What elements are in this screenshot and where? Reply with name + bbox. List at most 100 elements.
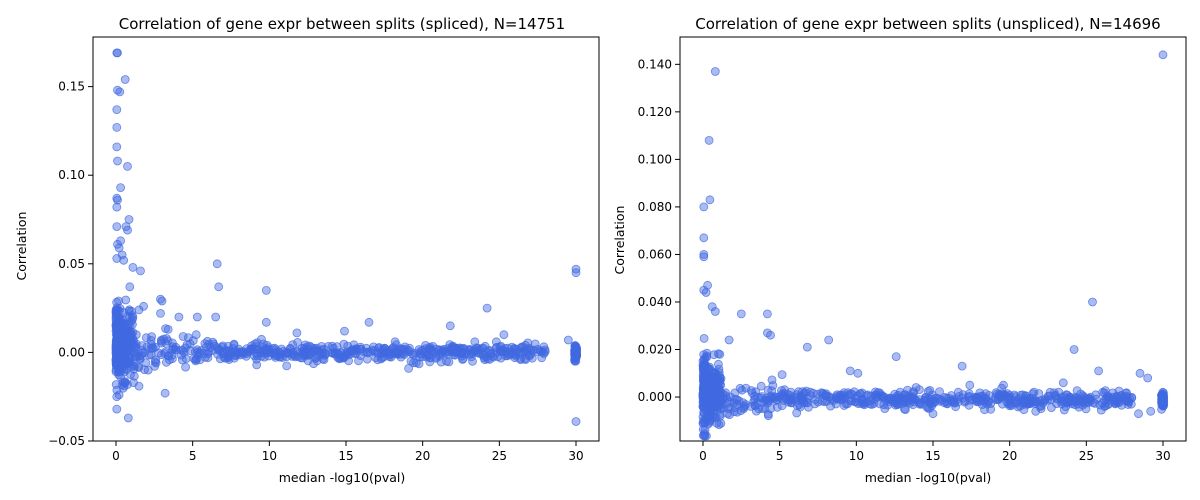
x-tick-label: 20 [1002,449,1017,463]
data-point [122,358,132,368]
data-point [282,361,292,371]
data-point [167,354,177,364]
data-point [1038,398,1048,408]
data-point [261,346,270,356]
data-point [188,336,198,346]
data-point [1158,397,1168,407]
data-point [127,329,136,339]
data-point [722,393,731,403]
left-chart-frame [92,36,600,442]
data-point [116,236,125,246]
data-point [185,339,195,349]
data-point [404,345,413,355]
x-tick-label: 25 [1079,449,1094,463]
data-point [713,402,723,412]
data-point [247,341,257,351]
data-point [747,388,757,398]
data-point [491,337,501,347]
data-point [303,356,313,366]
data-point [802,342,812,352]
data-point [470,337,480,347]
data-point [415,348,425,358]
data-point [719,403,728,413]
left-chart-xticks: 0 5 10 15 20 25 30 [112,441,584,463]
data-point [261,317,271,327]
data-point [242,349,251,359]
data-point [141,333,151,343]
x-tick-label: 30 [1155,449,1170,463]
data-point [120,320,130,330]
data-point [986,404,996,414]
data-point [174,312,184,322]
data-point [115,338,125,348]
data-point [212,259,222,269]
x-tick-label: 5 [776,449,784,463]
data-point [713,377,723,387]
y-tick-label: 0.00 [58,345,85,359]
data-point [710,307,720,316]
left-chart-yticks: −0.05 0.00 0.05 0.10 0.15 [48,80,93,448]
data-point [1146,406,1156,416]
data-point [499,330,509,340]
data-point [715,392,725,402]
data-point [257,334,266,344]
data-point [836,390,846,400]
data-point [853,399,863,409]
data-point [307,347,316,357]
data-point [436,348,446,358]
data-point [711,368,720,377]
data-point [458,344,468,354]
right-chart-xticks: 0 5 10 15 20 25 30 [699,441,1171,463]
y-tick-label: 0.060 [638,247,672,261]
left-chart: Correlation of gene expr between splits … [14,15,600,485]
data-point [131,330,141,340]
data-point [1057,399,1067,409]
x-tick-label: 10 [262,449,277,463]
data-point [211,312,221,322]
data-point [706,409,716,419]
right-chart: Correlation of gene expr between splits … [612,15,1187,485]
data-point [112,142,122,152]
data-point [319,344,329,354]
data-point [724,335,734,345]
data-point [390,337,400,347]
data-point [488,351,498,361]
data-point [539,342,549,352]
data-point [705,416,714,426]
data-point [138,348,147,358]
data-point [500,343,510,353]
x-tick-label: 15 [925,449,940,463]
right-chart-frame [679,36,1187,442]
data-point [142,342,152,352]
data-point [309,359,318,369]
data-point [129,361,139,371]
data-point [871,387,880,397]
data-point [699,249,709,259]
data-point [298,353,308,363]
data-point [285,344,295,354]
data-point [112,202,122,212]
data-point [826,394,836,404]
data-point [115,87,125,97]
data-point [123,161,132,171]
data-point [176,345,186,355]
data-point [192,312,202,322]
left-chart-title: Correlation of gene expr between splits … [119,15,565,33]
data-point [217,342,227,352]
data-point [911,383,921,392]
data-point [845,366,855,376]
data-point [340,326,349,336]
y-tick-label: −0.05 [48,434,85,448]
data-point [160,388,170,398]
data-point [1126,399,1136,409]
data-point [252,338,262,348]
data-point [766,404,776,413]
right-chart-title: Correlation of gene expr between splits … [695,15,1160,33]
y-tick-label: 0.040 [638,295,672,309]
data-point [112,404,122,414]
y-tick-label: 0.000 [638,390,672,404]
data-point [319,350,329,360]
data-point [214,282,224,292]
data-point [891,352,901,362]
